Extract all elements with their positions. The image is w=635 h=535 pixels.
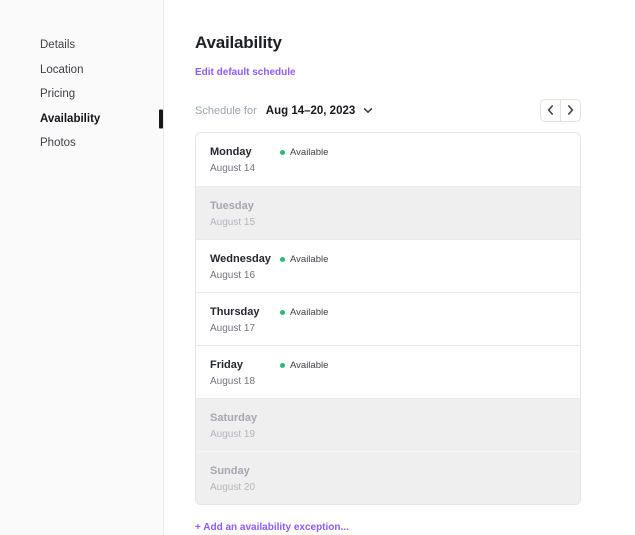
- week-pager: [540, 99, 581, 122]
- chevron-right-icon: [567, 103, 574, 118]
- day-name: Sunday: [210, 465, 250, 477]
- day-row-monday[interactable]: Monday August 14 Available: [196, 133, 580, 186]
- day-row-sunday[interactable]: Sunday August 20: [196, 451, 580, 504]
- day-row-tuesday[interactable]: Tuesday August 15: [196, 186, 580, 239]
- day-name: Tuesday: [210, 200, 254, 212]
- status-dot-icon: [280, 363, 285, 368]
- sidebar-item-details[interactable]: Details: [0, 33, 163, 58]
- sidebar-nav: Details Location Pricing Availability Ph…: [0, 33, 163, 156]
- availability-status: Available: [280, 307, 328, 318]
- availability-status: Available: [280, 254, 328, 265]
- day-name: Friday: [210, 359, 244, 371]
- active-item-indicator: [159, 109, 163, 129]
- status-label: Available: [290, 307, 329, 318]
- sidebar-item-label: Location: [40, 63, 84, 76]
- day-name: Thursday: [210, 306, 260, 318]
- sidebar-item-location[interactable]: Location: [0, 58, 163, 83]
- day-date: August 16: [210, 270, 256, 281]
- day-date: August 19: [210, 429, 256, 440]
- day-row-friday[interactable]: Friday August 18 Available: [196, 345, 580, 398]
- availability-status: Available: [280, 360, 328, 371]
- day-date: August 20: [210, 482, 256, 493]
- availability-card: Monday August 14 Available Tuesday Augus…: [195, 132, 581, 505]
- sidebar-item-label: Pricing: [40, 88, 76, 101]
- status-dot-icon: [280, 310, 285, 315]
- chevron-left-icon: [547, 103, 554, 118]
- edit-default-schedule-link[interactable]: Edit default schedule: [195, 67, 296, 78]
- day-date: August 18: [210, 376, 256, 387]
- main-content: Availability Edit default schedule Sched…: [164, 0, 635, 535]
- status-label: Available: [290, 360, 329, 371]
- add-availability-exception-link[interactable]: + Add an availability exception...: [195, 522, 349, 533]
- schedule-range-dropdown[interactable]: Schedule for Aug 14–20, 2023: [195, 105, 373, 117]
- day-name: Wednesday: [210, 253, 271, 265]
- previous-week-button[interactable]: [540, 99, 561, 122]
- sidebar-item-pricing[interactable]: Pricing: [0, 82, 163, 107]
- page-title: Availability: [195, 33, 282, 52]
- schedule-range-value: Aug 14–20, 2023: [265, 104, 356, 117]
- sidebar-item-availability[interactable]: Availability: [0, 107, 163, 132]
- day-date: August 14: [210, 163, 256, 174]
- sidebar-item-label: Availability: [40, 112, 101, 125]
- availability-status: Available: [280, 147, 328, 158]
- day-name: Saturday: [210, 412, 258, 424]
- sidebar-item-label: Details: [40, 39, 76, 52]
- sidebar-item-label: Photos: [40, 137, 76, 150]
- schedule-bar: Schedule for Aug 14–20, 2023: [195, 99, 581, 122]
- status-label: Available: [290, 147, 329, 158]
- day-date: August 15: [210, 217, 256, 228]
- schedule-for-label: Schedule for: [195, 104, 257, 117]
- status-label: Available: [290, 254, 329, 265]
- day-name: Monday: [210, 146, 252, 158]
- status-dot-icon: [280, 150, 285, 155]
- day-row-saturday[interactable]: Saturday August 19: [196, 398, 580, 451]
- day-date: August 17: [210, 323, 256, 334]
- sidebar-item-photos[interactable]: Photos: [0, 131, 163, 156]
- chevron-down-icon: [363, 107, 373, 114]
- day-row-wednesday[interactable]: Wednesday August 16 Available: [196, 239, 580, 292]
- sidebar: Details Location Pricing Availability Ph…: [0, 0, 164, 535]
- next-week-button[interactable]: [560, 99, 581, 122]
- status-dot-icon: [280, 257, 285, 262]
- day-row-thursday[interactable]: Thursday August 17 Available: [196, 292, 580, 345]
